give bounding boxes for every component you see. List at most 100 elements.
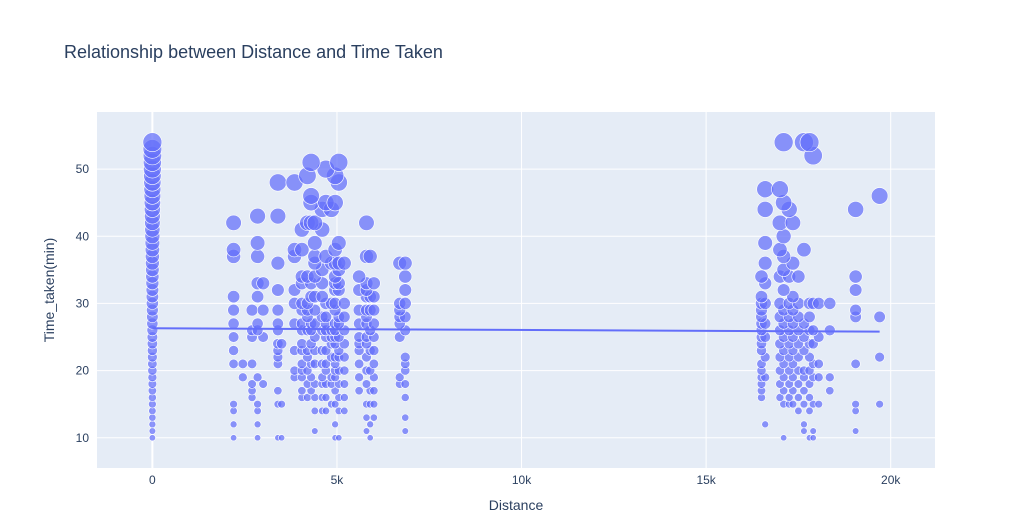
y-axis-title: Time_taken(min) [41,238,57,343]
data-point [273,386,283,396]
data-point [148,413,157,422]
data-point [366,434,374,442]
data-point [319,310,332,323]
data-point [848,269,863,284]
data-point [848,283,863,297]
data-point [398,297,412,310]
data-point [367,303,381,317]
data-point [361,379,372,389]
data-point [142,132,163,153]
data-point [306,214,323,231]
data-point [870,187,889,205]
data-point [339,393,349,402]
data-point [793,379,804,389]
x-tick-label: 15k [696,473,716,487]
data-point [339,365,350,376]
data-point [148,420,157,429]
data-point [773,132,794,153]
data-point [780,434,788,442]
data-point [847,201,864,218]
data-point [331,235,347,251]
data-point [338,310,351,323]
data-point [772,242,788,258]
data-point [394,372,405,383]
data-point [249,207,266,225]
data-point [253,399,262,409]
data-point [799,132,820,153]
data-point [805,406,814,415]
data-point [761,420,769,429]
data-point [358,214,375,231]
data-point [354,358,365,369]
x-tick-label: 5k [331,473,345,487]
data-point [800,420,808,429]
data-point [400,393,410,402]
data-point [807,324,819,337]
y-tick-label: 10 [76,431,90,445]
data-point [823,324,836,337]
x-axis-ticks: 0 5k 10k 15k 20k [149,473,901,487]
data-point [228,345,239,356]
data-point [238,372,248,383]
y-axis-ticks: 10 20 30 40 50 [76,162,90,445]
data-point [256,276,270,291]
data-point [796,242,812,258]
data-point [823,297,837,310]
data-point [254,434,262,442]
data-point [352,269,367,284]
data-point [331,420,339,429]
data-point [812,297,826,310]
data-point [251,290,265,304]
data-point [814,399,823,409]
data-point [321,393,331,402]
data-point [148,427,157,435]
data-point [227,331,240,343]
data-point [398,283,412,297]
chart-title: Relationship between Distance and Time T… [64,42,443,62]
data-point [337,297,351,310]
data-point [249,235,266,251]
data-point [794,406,803,415]
x-tick-label: 20k [881,473,901,487]
data-point [799,399,809,409]
x-tick-label: 10k [512,473,532,487]
data-point [362,427,371,435]
data-point [369,399,379,409]
data-point [321,406,330,415]
data-point [850,358,861,369]
data-point [786,290,800,304]
data-point [757,235,773,251]
x-axis-title: Distance [489,497,544,513]
data-point [809,434,817,442]
data-point [874,351,885,363]
trendline-group [152,327,880,333]
y-tick-label: 20 [76,364,90,378]
y-tick-label: 40 [76,229,90,243]
data-point [362,249,378,264]
data-point [771,180,789,199]
data-point [756,180,774,199]
data-point [754,290,769,304]
data-point [754,269,769,284]
data-point [277,399,286,409]
data-point [246,358,258,369]
data-points [142,132,889,442]
data-point [227,317,240,330]
data-point [809,427,817,435]
data-point [297,386,307,396]
data-point [252,372,263,383]
data-point [326,194,344,212]
data-point [271,317,284,330]
data-point [784,393,794,402]
data-point [340,406,349,415]
data-point [247,379,257,389]
data-point [775,228,792,245]
data-point [794,393,803,402]
data-point [227,290,241,304]
data-point [400,379,410,389]
data-point [368,345,380,356]
data-point [800,427,808,435]
data-point [258,379,268,389]
data-point [276,338,288,350]
